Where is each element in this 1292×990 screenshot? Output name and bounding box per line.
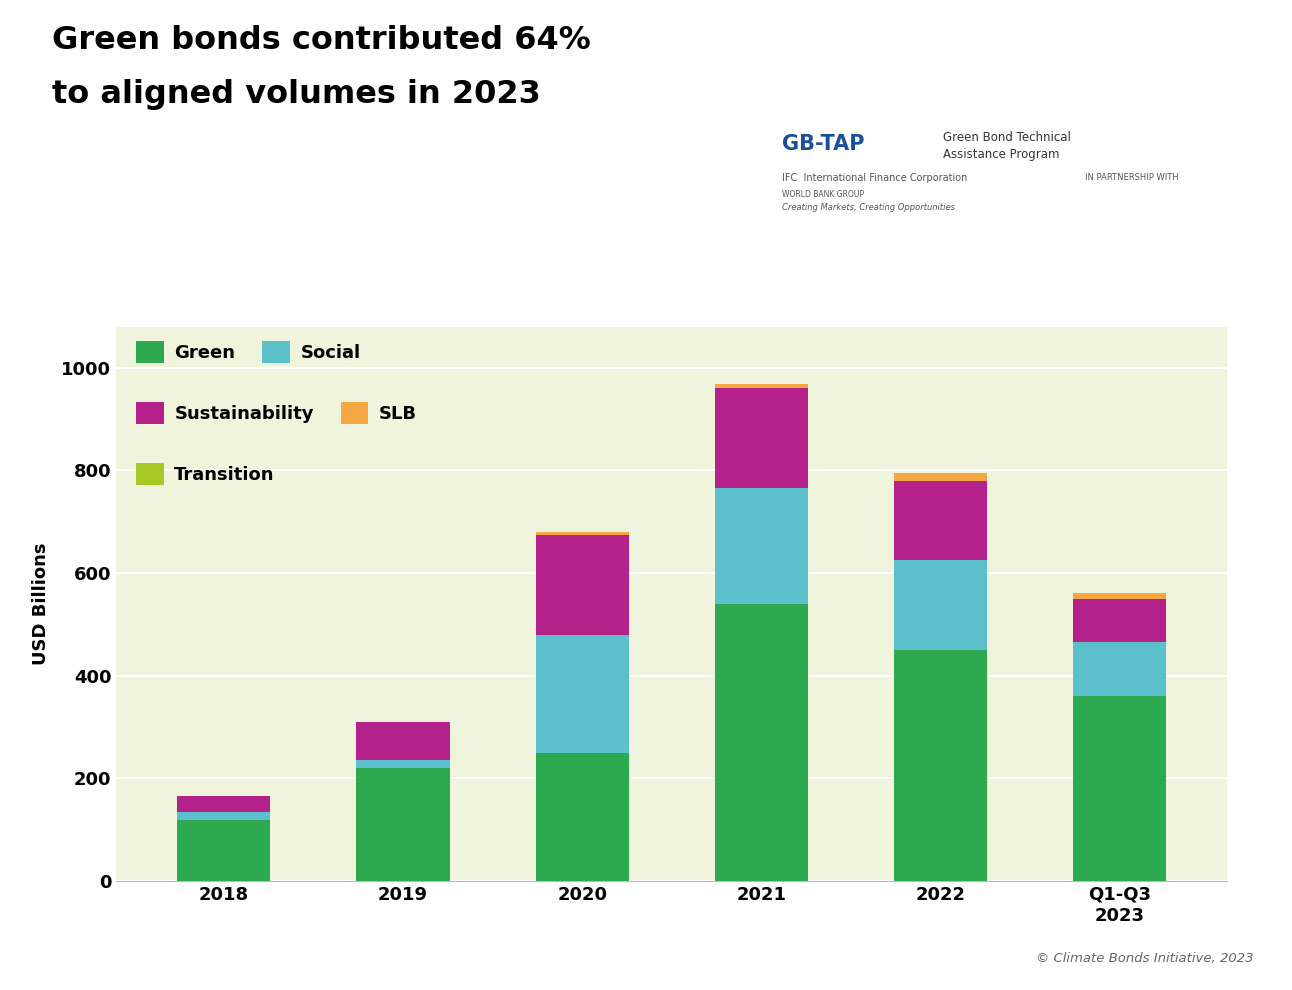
Bar <box>894 650 987 881</box>
Text: to aligned volumes in 2023: to aligned volumes in 2023 <box>52 79 540 110</box>
Text: IFC  International Finance Corporation: IFC International Finance Corporation <box>782 173 966 183</box>
Bar <box>714 488 808 604</box>
Text: WORLD BANK GROUP: WORLD BANK GROUP <box>782 190 863 199</box>
Bar <box>536 635 629 752</box>
Bar <box>714 388 808 488</box>
Bar <box>357 760 450 768</box>
Text: Creating Markets, Creating Opportunities: Creating Markets, Creating Opportunities <box>782 203 955 212</box>
Bar <box>714 604 808 881</box>
Text: Green Bond Technical
Assistance Program: Green Bond Technical Assistance Program <box>943 131 1071 160</box>
Bar <box>357 722 450 760</box>
Bar <box>177 820 270 881</box>
Bar <box>177 796 270 812</box>
Text: Climate Bonds: Climate Bonds <box>1031 56 1245 83</box>
Bar <box>1074 599 1167 643</box>
Bar <box>357 768 450 881</box>
Bar <box>536 532 629 535</box>
Bar <box>1074 696 1167 881</box>
Bar <box>177 812 270 820</box>
Bar <box>894 481 987 560</box>
Legend: Transition: Transition <box>137 463 275 485</box>
Text: GB-TAP: GB-TAP <box>782 134 864 153</box>
Bar <box>536 535 629 635</box>
Bar <box>1074 643 1167 696</box>
Bar <box>536 752 629 881</box>
Y-axis label: USD Billions: USD Billions <box>32 543 50 665</box>
Bar <box>714 384 808 388</box>
Bar <box>894 473 987 481</box>
Text: INITIATIVE: INITIATIVE <box>1193 28 1245 39</box>
Text: © Climate Bonds Initiative, 2023: © Climate Bonds Initiative, 2023 <box>1036 952 1253 965</box>
Text: Green bonds contributed 64%: Green bonds contributed 64% <box>52 25 590 55</box>
Bar <box>894 560 987 650</box>
Bar <box>1074 593 1167 599</box>
Text: IN PARTNERSHIP WITH: IN PARTNERSHIP WITH <box>1085 173 1178 182</box>
